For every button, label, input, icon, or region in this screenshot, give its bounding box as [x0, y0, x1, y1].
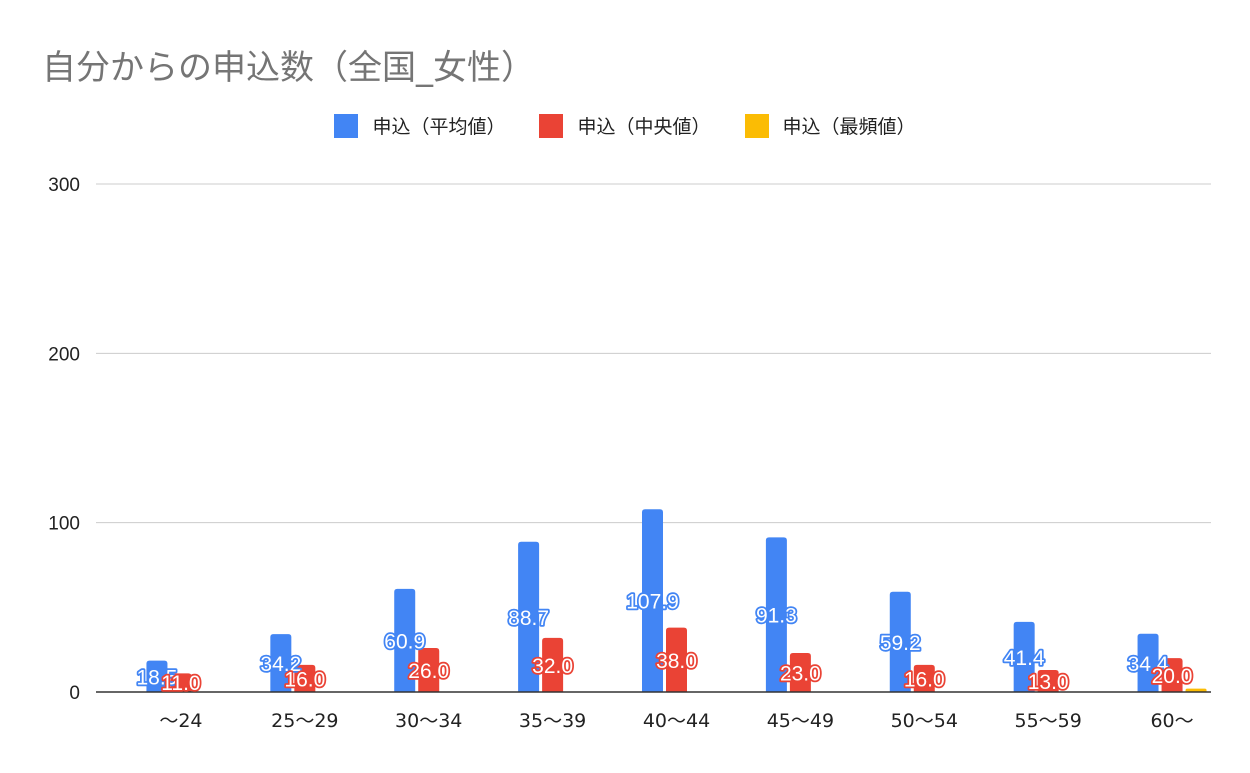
data-label-series-0: 34.4 — [1128, 653, 1169, 676]
grid-layer — [96, 183, 1211, 524]
bar-series-0 — [765, 537, 787, 692]
bars-layer — [146, 509, 1207, 692]
bar-series-1 — [1037, 669, 1059, 692]
x-tick-label: 55～59 — [1014, 710, 1081, 732]
bar-series-0 — [394, 588, 416, 692]
x-tick-label: ～24 — [159, 710, 202, 732]
axis-layer: 0 100 200 300 ～24 25～29 30～34 35～39 40～44 45～49 50… — [48, 175, 1193, 732]
legend-label-median: 申込（中央値） — [577, 116, 711, 138]
legend-item-average: 申込（平均値） — [334, 112, 505, 139]
data-labels-layer: 18.511.034.216.060.926.088.732.0107.938.… — [135, 589, 1194, 697]
bar-series-0 — [642, 509, 663, 692]
bar-series-0 — [1013, 621, 1035, 692]
data-label-series-1: 16.0 — [904, 668, 945, 691]
bar-series-1 — [666, 627, 687, 692]
bar-series-1 — [418, 647, 440, 692]
data-label-series-0: 107.9 — [626, 591, 679, 614]
data-label-series-0: 34.2 — [260, 653, 301, 676]
data-label-series-1: 16.0 — [284, 668, 325, 691]
y-tick-label: 200 — [48, 344, 80, 365]
bar-series-0 — [518, 541, 540, 692]
bar-series-1 — [294, 664, 316, 692]
y-tick-label: 100 — [48, 514, 80, 535]
y-tick-label: 300 — [48, 175, 80, 196]
legend-label-average: 申込（平均値） — [372, 116, 506, 138]
legend-swatch-median — [539, 113, 564, 138]
bar-series-1 — [789, 653, 811, 692]
x-tick-label: 50～54 — [891, 710, 958, 732]
legend-swatch-mode — [744, 113, 769, 138]
x-tick-label: 45～49 — [767, 710, 834, 732]
data-label-series-1: 26.0 — [408, 660, 449, 683]
data-label-series-1: 13.0 — [1028, 671, 1069, 694]
legend-item-median: 申込（中央値） — [539, 112, 711, 139]
x-tick-label: 30～34 — [395, 710, 462, 732]
y-tick-label: 0 — [69, 683, 80, 704]
legend-swatch-average — [334, 113, 359, 138]
bar-series-1 — [913, 664, 935, 692]
data-label-series-0: 59.2 — [880, 632, 921, 655]
bar-series-0 — [270, 634, 292, 692]
bar-series-1 — [1161, 658, 1183, 692]
data-label-series-1: 32.0 — [532, 655, 573, 678]
bar-series-2 — [1185, 688, 1207, 692]
x-tick-label: 40～44 — [643, 710, 710, 732]
data-label-series-0: 41.4 — [1004, 647, 1045, 670]
data-label-series-1: 11.0 — [161, 672, 200, 695]
chart-title: 自分からの申込数（全国_女性） — [42, 48, 535, 88]
legend-label-mode: 申込（最頻値） — [782, 116, 916, 138]
data-label-series-0: 91.3 — [756, 605, 797, 628]
x-tick-label: 25～29 — [271, 710, 338, 732]
x-tick-label: 35～39 — [519, 710, 586, 732]
data-label-series-0: 18.5 — [137, 666, 178, 689]
data-label-series-1: 38.0 — [656, 650, 697, 673]
legend: 申込（平均値） 申込（中央値） 申込（最頻値） — [0, 112, 1250, 139]
legend-item-mode: 申込（最頻値） — [744, 112, 916, 139]
data-label-series-0: 60.9 — [384, 630, 425, 653]
data-label-series-1: 23.0 — [780, 663, 821, 686]
bar-series-1 — [170, 673, 192, 692]
bar-series-0 — [146, 660, 168, 692]
x-tick-label: 60～ — [1150, 710, 1193, 732]
data-label-series-0: 88.7 — [508, 607, 549, 630]
bar-series-0 — [1137, 633, 1159, 692]
bar-series-1 — [542, 637, 564, 692]
bar-series-0 — [889, 591, 911, 692]
data-label-series-1: 20.0 — [1152, 665, 1193, 688]
